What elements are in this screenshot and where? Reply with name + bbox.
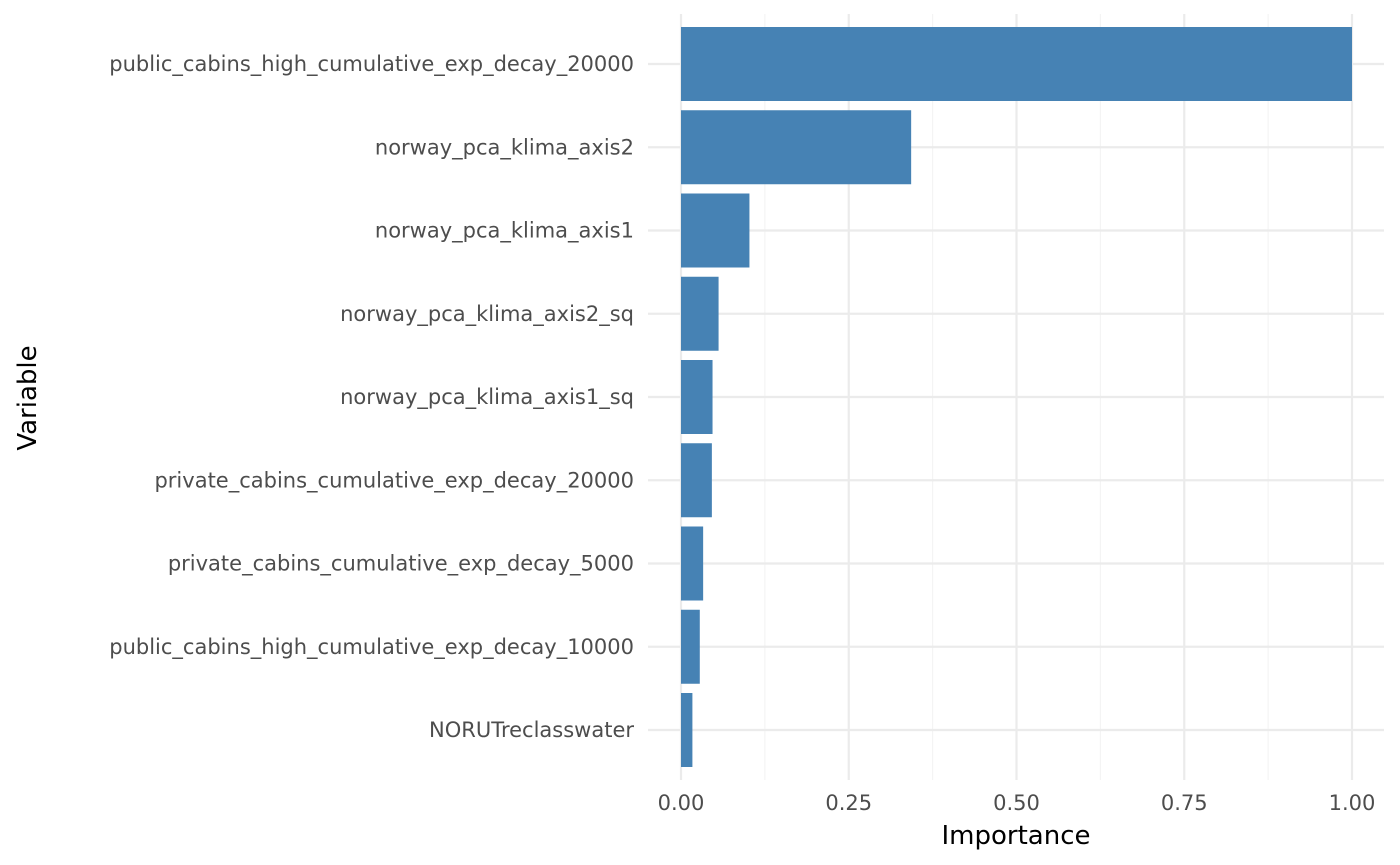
- y-tick-label: private_cabins_cumulative_exp_decay_5000: [168, 552, 634, 577]
- y-axis-title: Variable: [13, 345, 43, 450]
- y-tick-label: norway_pca_klima_axis1_sq: [340, 385, 634, 410]
- bar: [681, 110, 912, 185]
- bar: [681, 443, 712, 518]
- bar: [681, 609, 700, 684]
- bar: [681, 693, 693, 767]
- bar: [681, 193, 750, 268]
- y-tick-label: NORUTreclasswater: [429, 718, 634, 742]
- bar: [681, 360, 713, 434]
- x-tick-label: 1.00: [1329, 791, 1376, 815]
- x-axis-tick-labels: 0.00 0.25 0.50 0.75 1.00: [658, 791, 1376, 815]
- y-tick-label: public_cabins_high_cumulative_exp_decay_…: [109, 635, 634, 660]
- bar: [681, 276, 719, 351]
- x-axis-title: Importance: [942, 821, 1091, 851]
- x-tick-label: 0.25: [825, 791, 872, 815]
- bars: [681, 27, 1352, 767]
- y-axis-tick-labels: public_cabins_high_cumulative_exp_decay_…: [109, 52, 634, 742]
- y-tick-label: norway_pca_klima_axis1: [375, 219, 634, 244]
- bar: [681, 526, 704, 601]
- bar: [681, 27, 1352, 101]
- y-tick-label: norway_pca_klima_axis2: [375, 135, 634, 160]
- x-tick-label: 0.00: [658, 791, 705, 815]
- x-tick-label: 0.75: [1161, 791, 1208, 815]
- y-tick-label: norway_pca_klima_axis2_sq: [340, 302, 634, 327]
- y-tick-label: public_cabins_high_cumulative_exp_decay_…: [109, 52, 634, 77]
- y-tick-label: private_cabins_cumulative_exp_decay_2000…: [154, 468, 634, 493]
- x-tick-label: 0.50: [993, 791, 1040, 815]
